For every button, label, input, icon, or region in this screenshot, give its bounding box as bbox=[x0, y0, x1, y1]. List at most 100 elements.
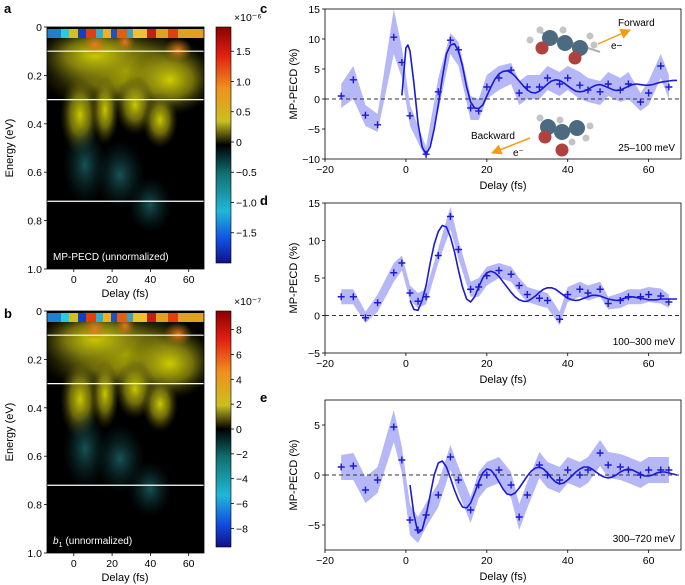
chart-e-data-point bbox=[507, 481, 515, 489]
chart-c-data-point bbox=[515, 89, 523, 97]
chart-e-data-point bbox=[467, 506, 475, 514]
chart-d-data-point bbox=[467, 285, 475, 293]
panel-letter-b: b bbox=[4, 306, 12, 321]
heatmap-b-ytick-label: 0.2 bbox=[27, 354, 42, 366]
heatmap-b-label-symbol: b bbox=[53, 536, 59, 547]
heatmap-a-field bbox=[47, 27, 204, 269]
chart-d: −20 0 20 40 60 −5 0 5 10 15 Delay (fs) MP-PECD (%) 1… bbox=[288, 198, 682, 386]
chart-d-data-point bbox=[604, 300, 612, 307]
chart-d-ytick-label: 0 bbox=[314, 311, 320, 323]
chart-e-ytick-label: 5 bbox=[314, 420, 320, 432]
chart-e-xtick-label: −20 bbox=[316, 555, 334, 567]
chart-e-data-point bbox=[645, 466, 653, 474]
chart-e-data-point bbox=[495, 466, 503, 474]
chart-c-data-point bbox=[584, 86, 592, 94]
chart-c-data-point bbox=[596, 88, 604, 96]
heatmap-a-colorbar-tick-label: 1.5 bbox=[236, 46, 251, 58]
heatmap-a-ytick-label: 0.8 bbox=[27, 216, 42, 228]
chart-c-data-point bbox=[434, 88, 442, 96]
chart-c-data-point bbox=[361, 111, 369, 119]
chart-c-data-point bbox=[564, 74, 572, 82]
molecule-backward bbox=[536, 114, 594, 157]
chart-e-data-point bbox=[596, 449, 604, 457]
chart-e-data-point bbox=[604, 461, 612, 469]
chart-e-xtick-label: 40 bbox=[562, 555, 574, 567]
chart-d-ylabel: MP-PECD (%) bbox=[288, 243, 300, 314]
chart-c-data-point bbox=[604, 80, 612, 88]
chart-c-data-point bbox=[455, 46, 462, 54]
heatmap-b-ytick-label: 0.6 bbox=[27, 451, 42, 463]
chart-c-data-point bbox=[483, 83, 491, 91]
chart-c-data-point bbox=[556, 80, 564, 88]
chart-d-uncertainty-band bbox=[341, 206, 669, 326]
chart-e-data-point bbox=[523, 491, 531, 499]
heatmap-a-ytick-label: 0.4 bbox=[27, 119, 42, 131]
chart-d-fit-line bbox=[409, 224, 677, 312]
chart-d-data-point bbox=[665, 298, 673, 306]
heatmap-a-xtick-label: 60 bbox=[183, 274, 195, 286]
chart-c-ytick-label: 5 bbox=[314, 64, 320, 76]
chart-e-data-point bbox=[564, 466, 572, 474]
panel-letter-a: a bbox=[4, 1, 12, 16]
chart-c-frame bbox=[324, 8, 682, 160]
chart-c-xtick-label: −20 bbox=[316, 164, 334, 176]
chart-e-data-point bbox=[434, 491, 442, 499]
panel-letter-d: d bbox=[260, 193, 268, 208]
chart-d-data-point bbox=[556, 315, 564, 323]
chart-d-data-point bbox=[637, 293, 645, 301]
chart-d-xtick-label: 20 bbox=[481, 358, 493, 370]
heatmap-a-colorbar-exponent: ×10⁻⁶ bbox=[234, 12, 262, 24]
chart-e-data-point bbox=[556, 476, 564, 484]
heatmap-b-colorbar-tick-label: 2 bbox=[236, 399, 242, 411]
backward-arrow bbox=[491, 137, 531, 155]
chart-d-data-point bbox=[657, 292, 665, 300]
chart-c-ylabel: MP-PECD (%) bbox=[288, 49, 300, 120]
chart-d-ytick-label: −5 bbox=[308, 348, 320, 360]
chart-d-data-point bbox=[475, 283, 483, 291]
backward-label: Backward bbox=[471, 131, 515, 142]
chart-c-data-point bbox=[390, 33, 398, 41]
chart-d-ytick-label: 15 bbox=[308, 198, 320, 210]
heatmap-a: MP-PECD (unnormalized) 0 20 40 60 0 0.2 0.4 0.6… bbox=[4, 12, 262, 300]
heatmap-b-colorbar-tick-label: 6 bbox=[236, 349, 242, 361]
heatmap-b-colorbar-tick-label: 0 bbox=[236, 424, 242, 436]
chart-d-data-point bbox=[446, 213, 454, 220]
chart-c-xtick-label: 20 bbox=[481, 164, 493, 176]
chart-d-data-point bbox=[406, 289, 414, 297]
chart-e-xlabel: Delay (fs) bbox=[479, 571, 526, 583]
molecule-forward bbox=[526, 26, 601, 65]
heatmap-a-colorbar-tick-label: 0.5 bbox=[236, 107, 251, 119]
heatmap-b-colorbar-tick-label: −6 bbox=[236, 499, 248, 511]
chart-d-data-point bbox=[515, 282, 523, 289]
chart-c-data-point bbox=[467, 104, 475, 112]
chart-c-ytick-label: −5 bbox=[308, 124, 320, 136]
chart-e-data-point bbox=[337, 463, 345, 471]
chart-c-data-point bbox=[422, 150, 430, 158]
chart-d-data-point bbox=[645, 291, 653, 298]
panel-letter-c: c bbox=[260, 1, 267, 16]
chart-e-data-point bbox=[414, 526, 422, 534]
chart-e-uncertainty-band bbox=[341, 410, 669, 543]
forward-label: Forward bbox=[618, 18, 655, 29]
chart-c-data-point bbox=[337, 92, 345, 100]
chart-c-data-point bbox=[637, 98, 645, 106]
backward-electron-label: e⁻ bbox=[513, 148, 524, 159]
chart-d-data-point bbox=[495, 267, 503, 274]
heatmap-b: b1 (unnormalized) 0 20 40 6000.20.40.60.81.0… bbox=[4, 296, 261, 584]
heatmap-a-colorbar bbox=[215, 26, 232, 264]
chart-d-data-point bbox=[483, 272, 491, 280]
chart-d-data-point bbox=[616, 297, 624, 304]
chart-e-data-point bbox=[374, 476, 382, 484]
chart-c-data-point bbox=[645, 89, 653, 97]
heatmap-a-xtick-label: 20 bbox=[106, 274, 118, 286]
chart-c-fit-line bbox=[401, 43, 677, 155]
chart-d-xtick-label: −20 bbox=[316, 358, 334, 370]
chart-c-ytick-label: 15 bbox=[308, 4, 320, 16]
chart-d-data-point bbox=[584, 289, 592, 297]
heatmap-a-energy-lines bbox=[47, 50, 204, 202]
heatmap-b-colorbar-tick-label: 8 bbox=[236, 325, 242, 337]
chart-c-data-point bbox=[523, 83, 531, 91]
heatmap-b-colorbar bbox=[215, 310, 232, 548]
chart-c-xtick-label: 60 bbox=[643, 164, 655, 176]
chart-d-data-point bbox=[422, 293, 430, 301]
